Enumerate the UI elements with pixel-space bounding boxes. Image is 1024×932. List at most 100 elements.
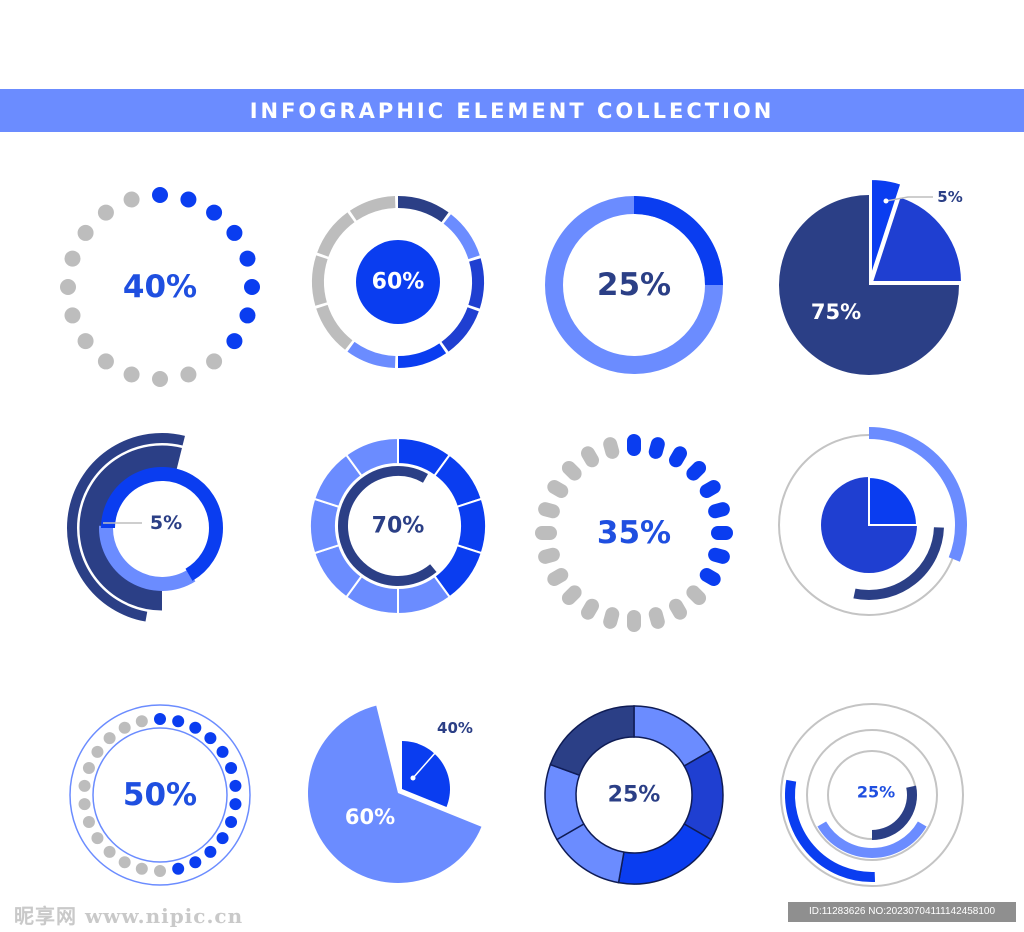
ring-dash — [581, 446, 599, 468]
ring-segment — [455, 497, 487, 555]
ring-dash — [538, 502, 560, 519]
value-label: 60% — [372, 270, 425, 295]
ring-dot — [225, 815, 238, 828]
ring-segment — [549, 705, 635, 777]
ring-dot — [60, 279, 76, 295]
ring-dash — [547, 568, 569, 587]
ring-dot — [206, 353, 223, 370]
ring-dot — [64, 250, 81, 267]
ring-dot — [154, 713, 166, 725]
ring-dot — [78, 779, 91, 792]
value-label: 40% — [123, 269, 197, 305]
center-disc — [356, 240, 440, 324]
leader-dot — [410, 775, 416, 781]
value-label: 25% — [597, 267, 671, 303]
leader-dot — [883, 198, 889, 204]
ring-dot — [229, 779, 242, 792]
light-arc — [99, 525, 196, 591]
ring-segment — [347, 341, 396, 368]
ring-dot — [189, 856, 202, 869]
ring-dot — [152, 371, 168, 387]
ring-segment — [468, 258, 484, 309]
chart-12-concentric-arcs: 25% — [780, 703, 964, 887]
ring-segment — [397, 196, 449, 223]
ring-segment — [441, 307, 479, 352]
ring-dash — [699, 480, 721, 498]
ring-dot — [204, 732, 217, 745]
slice-label-40: 40% — [437, 719, 473, 737]
pie-slice-5 — [870, 177, 903, 278]
ring-dot — [123, 366, 140, 383]
ring-segment — [312, 255, 328, 306]
ring-dot — [118, 721, 131, 734]
pie-slice-25 — [868, 475, 919, 526]
ring-dot — [225, 762, 238, 775]
ring-segment — [397, 343, 447, 368]
ring-dot — [135, 715, 148, 728]
outer-arc — [67, 433, 185, 622]
outer-circle — [69, 704, 251, 886]
slice-label-5: 5% — [937, 188, 962, 206]
ring-dash — [648, 607, 665, 629]
ring-dot — [91, 832, 104, 845]
ring-dash — [711, 526, 733, 540]
ring-segment — [683, 749, 724, 841]
ring-dot — [226, 333, 243, 350]
ring-dot — [77, 224, 94, 241]
ring-segment — [443, 214, 480, 260]
ring-dot — [216, 745, 229, 758]
chart-10-exploded-pie: 40% 60% — [308, 705, 482, 884]
light-arc — [817, 821, 927, 858]
ring-dot — [91, 745, 104, 758]
band-arc — [79, 445, 182, 611]
ring-dash — [669, 446, 687, 468]
ring-dash — [581, 598, 599, 620]
ring-dash — [603, 437, 620, 459]
middle-ring — [806, 729, 938, 861]
chart-9-dotted-ring: 50% — [69, 704, 251, 886]
ring-dot — [204, 845, 217, 858]
ring-dot — [239, 307, 256, 324]
ring-dash — [627, 434, 641, 456]
pie-slice-20 — [870, 195, 964, 283]
outer-arc — [785, 779, 876, 882]
ring-dot — [152, 187, 168, 203]
ring-dash — [686, 460, 707, 481]
leader-line — [412, 743, 444, 779]
ring-segment — [316, 304, 353, 350]
value-label: 25% — [608, 783, 661, 808]
ring-dot — [244, 279, 260, 295]
ring-segment — [617, 822, 713, 885]
ring-dot — [216, 832, 229, 845]
ring-segment — [309, 497, 341, 555]
ring-dash — [561, 460, 582, 481]
middle-arc — [853, 527, 944, 600]
ring-dash — [708, 502, 730, 519]
ring-dot — [206, 204, 223, 221]
pie-slice-60 — [308, 705, 482, 884]
outer-ring — [780, 703, 964, 887]
outer-arc — [868, 427, 967, 562]
ring-segment — [344, 436, 399, 478]
chart-6-segmented-donut: 70% — [309, 436, 487, 616]
ring-dot — [180, 366, 197, 383]
ring-dash — [535, 526, 557, 540]
ring-dot — [189, 721, 202, 734]
value-label: 5% — [150, 512, 182, 534]
inner-arc — [101, 467, 223, 581]
chart-2-segmented-ring: 60% — [312, 196, 484, 368]
chart-4-exploded-pie: 5% 75% — [779, 177, 964, 375]
inner-arc — [871, 785, 917, 840]
ring-dot — [226, 224, 243, 241]
ring-dash — [699, 568, 721, 586]
donut-value — [633, 196, 723, 286]
ring-dot — [154, 865, 166, 877]
ring-dot — [97, 353, 114, 370]
chart-8-pie-with-arcs — [778, 427, 967, 616]
inner-progress-arc — [338, 466, 437, 586]
chart-3-donut: 25% — [545, 196, 723, 374]
ring-dash — [686, 585, 707, 606]
pie-slice-40 — [402, 741, 450, 807]
chart-7-dash-ring: 35% — [535, 434, 733, 632]
